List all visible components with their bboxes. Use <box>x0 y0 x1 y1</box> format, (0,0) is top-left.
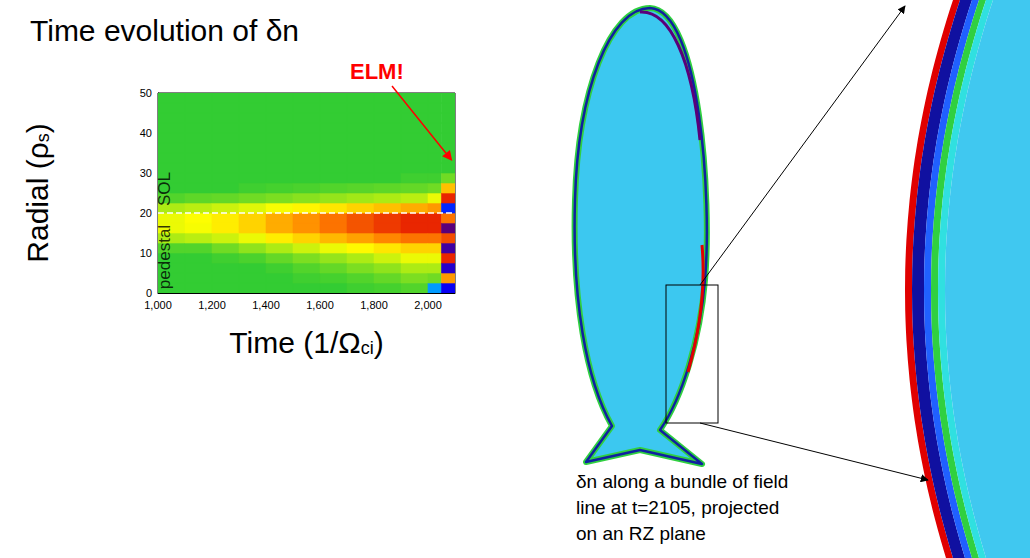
svg-text:1,200: 1,200 <box>198 299 226 311</box>
svg-text:1,600: 1,600 <box>306 299 334 311</box>
svg-text:ci: ci <box>361 338 374 358</box>
svg-text:1,000: 1,000 <box>144 299 172 311</box>
svg-text:ELM!: ELM! <box>350 59 404 84</box>
svg-text:20: 20 <box>140 207 152 219</box>
svg-text:Time evolution of δn: Time evolution of δn <box>30 14 299 47</box>
svg-text:0: 0 <box>146 287 152 299</box>
svg-text:30: 30 <box>140 167 152 179</box>
svg-text:δn along a bundle of field: δn along a bundle of field <box>576 471 788 492</box>
svg-text:Time (1/Ω: Time (1/Ω <box>229 326 360 359</box>
svg-text:2,000: 2,000 <box>414 299 442 311</box>
svg-text:line at t=2105, projected: line at t=2105, projected <box>576 497 779 518</box>
svg-text:SOL: SOL <box>155 172 174 206</box>
svg-text:50: 50 <box>140 87 152 99</box>
svg-text:40: 40 <box>140 127 152 139</box>
svg-text:pedestal: pedestal <box>155 225 174 289</box>
svg-text:s: s <box>33 133 53 142</box>
svg-text:10: 10 <box>140 247 152 259</box>
svg-text:): ) <box>374 326 384 359</box>
svg-text:on an RZ plane: on an RZ plane <box>576 523 706 544</box>
svg-text:1,800: 1,800 <box>360 299 388 311</box>
svg-text:): ) <box>21 123 54 133</box>
svg-text:Radial (ρ: Radial (ρ <box>21 142 54 262</box>
svg-text:1,400: 1,400 <box>252 299 280 311</box>
